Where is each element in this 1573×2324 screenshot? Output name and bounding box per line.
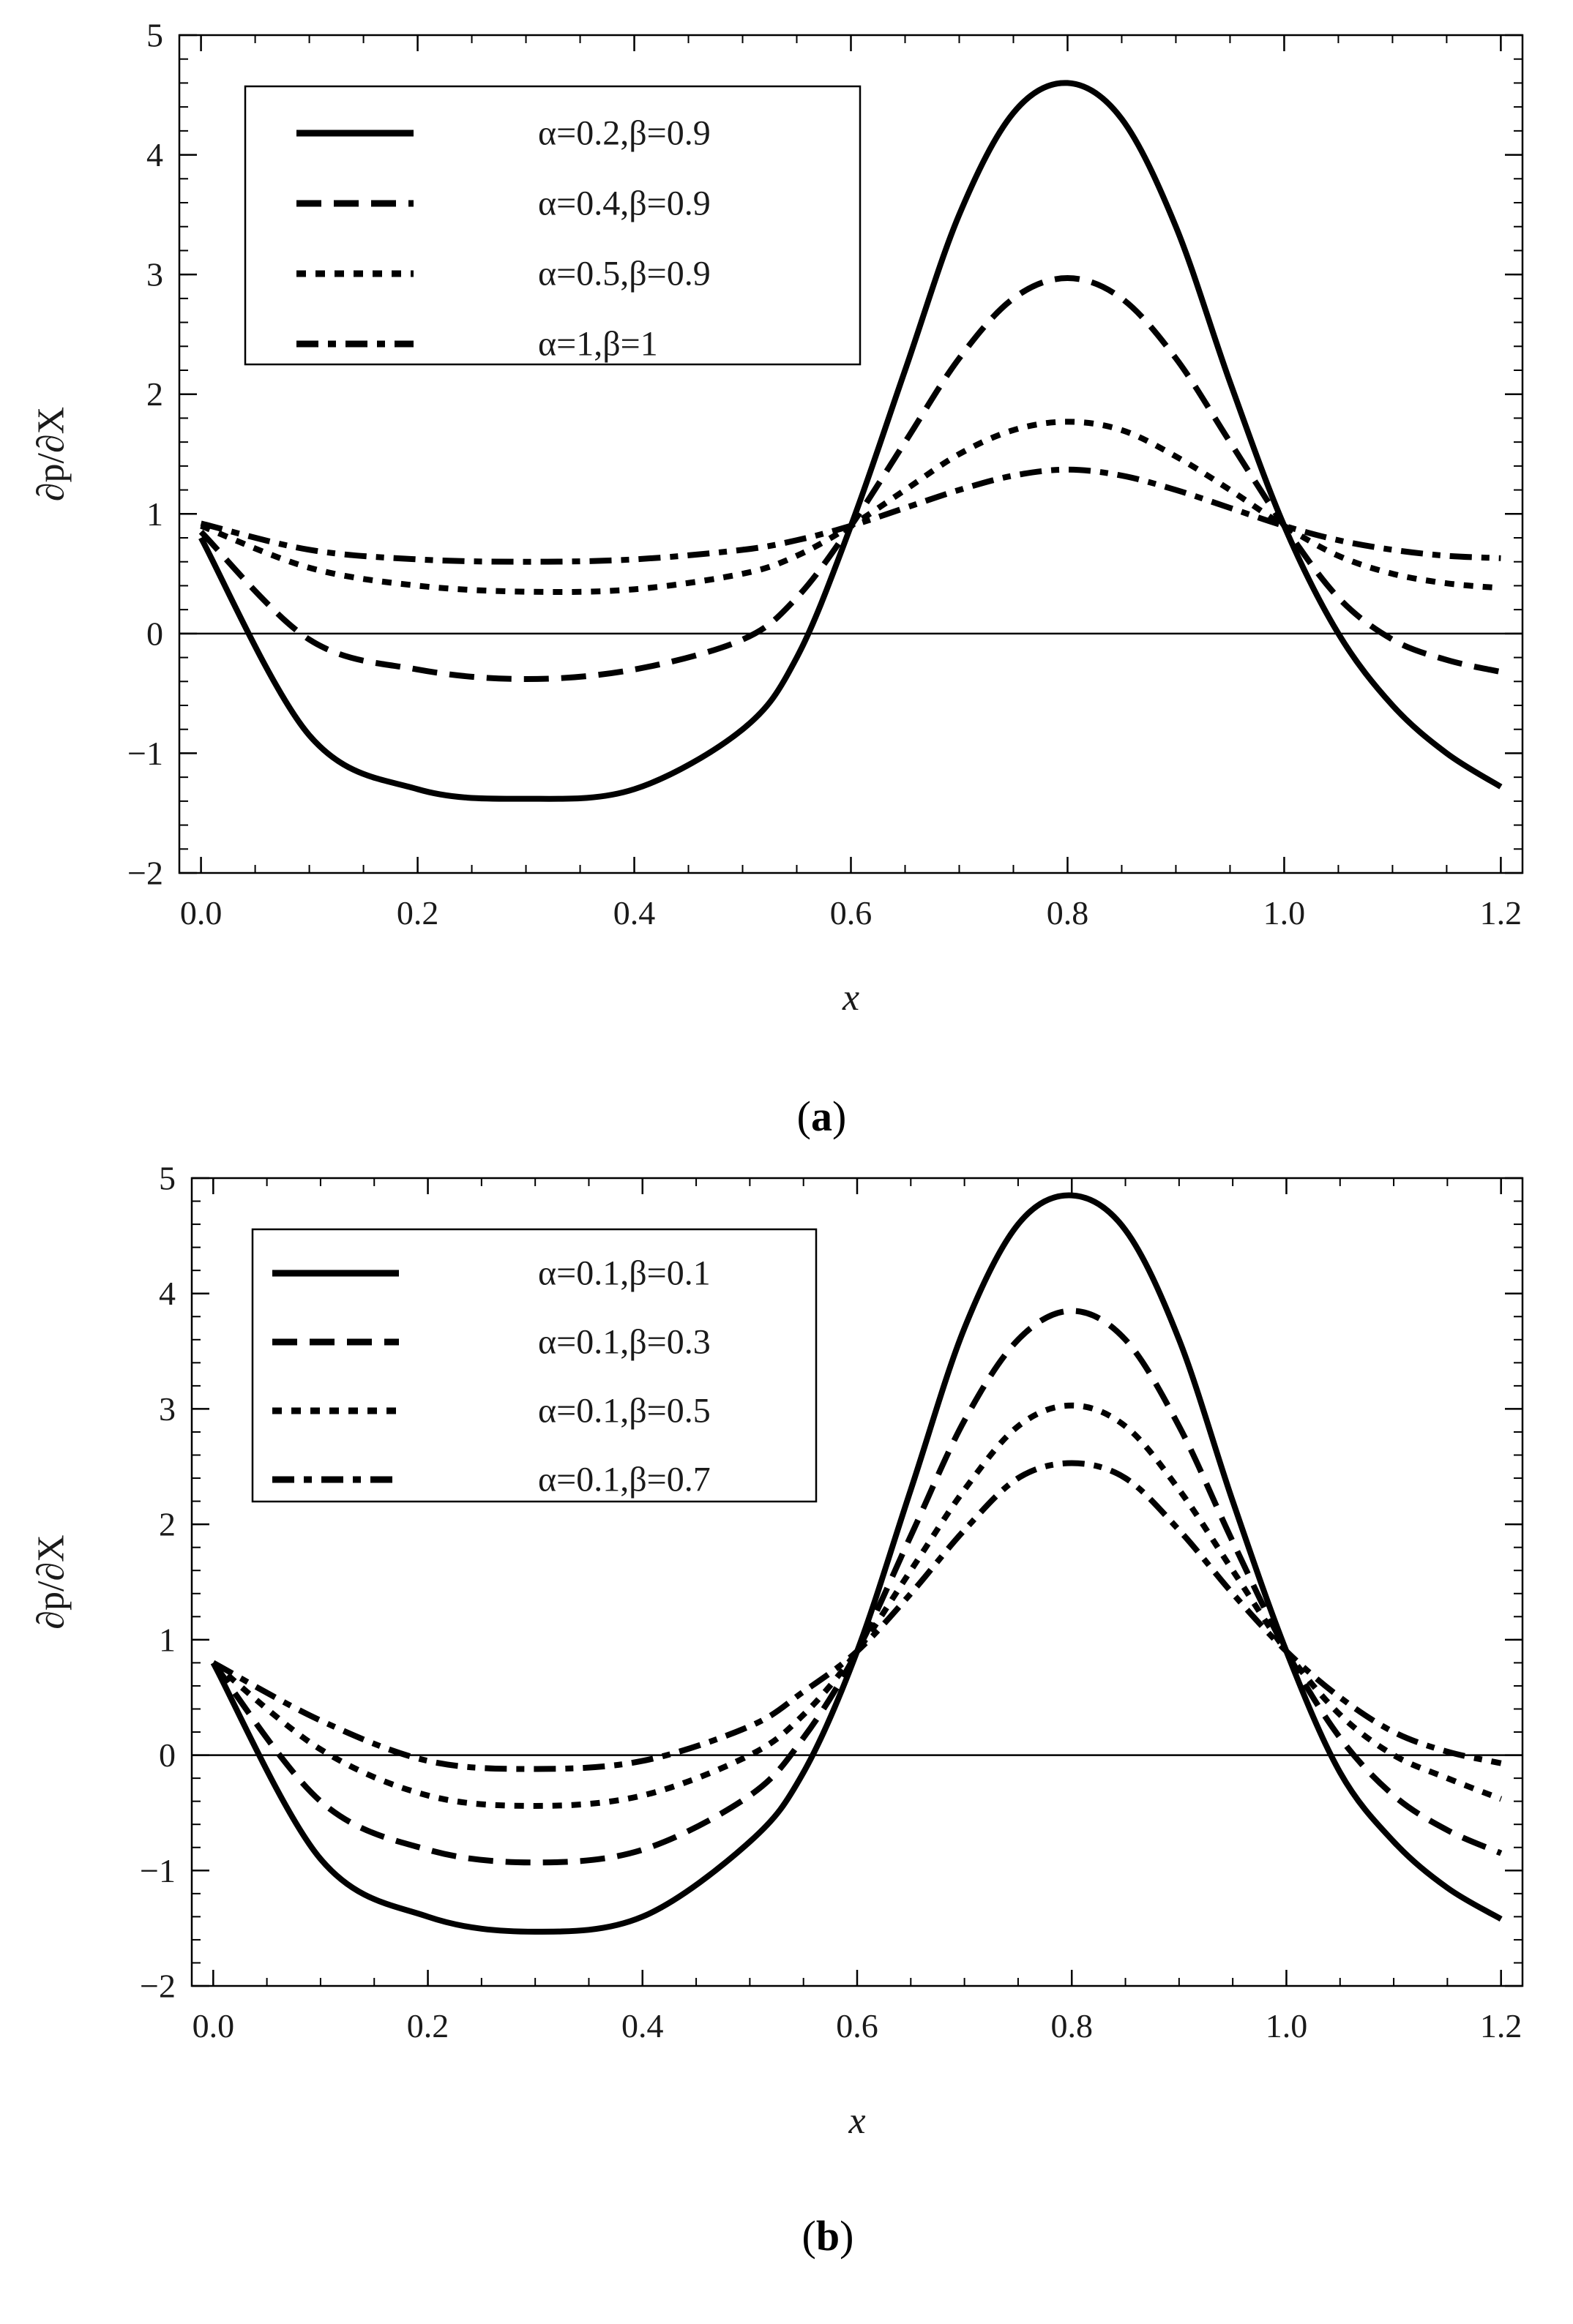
x-tick-label: 0.4: [613, 894, 656, 932]
y-axis-label-b: ∂p/∂X: [31, 1534, 72, 1629]
y-tick-label: 1: [159, 1621, 176, 1658]
y-tick-label: 1: [146, 495, 163, 533]
y-tick-label: 0: [159, 1736, 176, 1774]
legend-label-a-2: α=0.4,β=0.9: [538, 184, 711, 223]
caption-close-paren: ): [840, 2212, 853, 2260]
series-line-b-2: [211, 1308, 1503, 1866]
caption-open-paren: (: [797, 1092, 811, 1140]
x-tick-label: 0.0: [193, 2007, 235, 2044]
x-tick-label: 0.0: [180, 894, 223, 932]
x-tick-label: 0.8: [1047, 894, 1089, 932]
x-tick-label: 1.0: [1266, 2007, 1308, 2044]
legend-label-a-4: α=1,β=1: [538, 325, 658, 364]
series-line-a-3: [200, 419, 1501, 596]
caption-close-paren: ): [832, 1092, 846, 1140]
series-line-a-4: [200, 466, 1501, 565]
legend-label-a-3: α=0.5,β=0.9: [538, 255, 711, 293]
series-line-a-1: [198, 80, 1503, 802]
x-axis-label-b: x: [848, 2100, 865, 2142]
chart-panel-a: 0.0 0.2 0.4 0.6 0.8 1.0 1.2 −2 −1 0 1 2 3 4 5 α=0.2,β=0…: [31, 17, 1524, 1140]
caption-a: (a): [797, 1092, 847, 1140]
y-tick-label: 3: [146, 256, 163, 293]
y-tick-label: −2: [140, 1968, 176, 2005]
y-tick-label: −1: [127, 735, 163, 772]
x-tick-label: 1.2: [1480, 894, 1522, 932]
x-tick-label: 1.0: [1263, 894, 1306, 932]
y-tick-label: 5: [159, 1160, 176, 1197]
y-tick-label: 4: [146, 136, 163, 173]
legend-label-b-3: α=0.1,β=0.5: [538, 1392, 711, 1431]
x-axis-label-a: x: [842, 977, 859, 1019]
series-line-b-4: [212, 1460, 1502, 1772]
x-tick-label: 0.2: [407, 2007, 449, 2044]
y-tick-label: 2: [159, 1506, 176, 1543]
y-tick-label: −2: [127, 855, 163, 892]
legend-label-b-4: α=0.1,β=0.7: [538, 1461, 711, 1499]
x-tick-label: 1.2: [1480, 2007, 1522, 2044]
y-tick-label: 0: [146, 615, 163, 652]
series-line-b-1: [210, 1192, 1503, 1935]
x-tick-label: 0.6: [836, 2007, 878, 2044]
y-tick-label: 2: [146, 375, 163, 413]
legend-label-b-1: α=0.1,β=0.1: [538, 1254, 711, 1293]
caption-letter: b: [816, 2212, 840, 2260]
caption-letter: a: [811, 1092, 832, 1140]
x-tick-label: 0.8: [1050, 2007, 1093, 2044]
y-axis-label-a: ∂p/∂X: [31, 407, 72, 501]
series-line-a-2: [198, 275, 1502, 683]
x-tick-label: 0.6: [830, 894, 873, 932]
legend-label-b-2: α=0.1,β=0.3: [538, 1323, 711, 1362]
x-tick-label: 0.4: [621, 2007, 664, 2044]
caption-open-paren: (: [802, 2212, 816, 2260]
y-tick-label: −1: [140, 1852, 176, 1889]
caption-b: (b): [802, 2212, 854, 2260]
legend-label-a-1: α=0.2,β=0.9: [538, 114, 711, 153]
y-tick-label: 4: [159, 1275, 176, 1312]
chart-panel-b: 0.0 0.2 0.4 0.6 0.8 1.0 1.2 −2 −1 0 1 2 3 4 5 α=0.1,β=0…: [31, 1160, 1524, 2260]
y-tick-label: 3: [159, 1390, 176, 1428]
x-tick-label: 0.2: [397, 894, 439, 932]
y-tick-label: 5: [146, 17, 163, 54]
